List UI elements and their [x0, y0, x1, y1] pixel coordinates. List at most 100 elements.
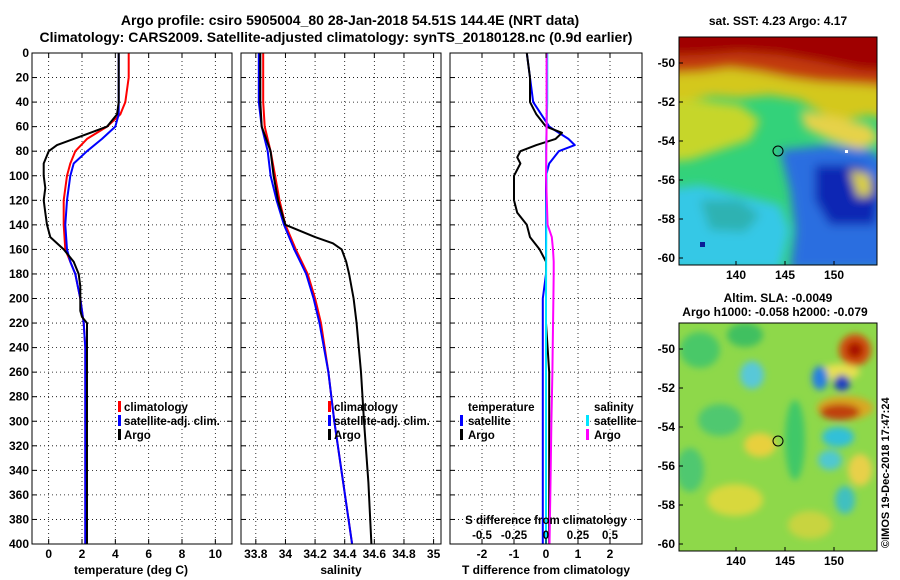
x-tick-label: 1	[575, 547, 582, 561]
legend-label: Argo	[468, 430, 495, 442]
sst-map: sat. SST: 4.23 Argo: 4.17 140 145 150 -50 -5…	[658, 14, 878, 282]
sla-profile-marker	[772, 435, 784, 447]
y-tick-label: 40	[16, 95, 30, 109]
x-tick-label: 0	[45, 547, 52, 561]
legend-swatch-s-argo	[586, 429, 589, 440]
legend-swatch-t-satellite	[460, 415, 463, 426]
top-tick-label: 0.25	[567, 530, 590, 542]
legend-swatch-s-satellite	[586, 415, 589, 426]
y-tick-label: 60	[16, 120, 30, 134]
y-tick-label: 280	[9, 390, 29, 404]
map-x-tick-label: 150	[824, 554, 844, 568]
sst-map-image	[679, 37, 877, 265]
legend-swatch-climatology	[328, 401, 331, 412]
salinity-xlabel: salinity	[320, 563, 362, 577]
y-tick-label: 360	[9, 488, 29, 502]
map-y-tick-label: -50	[658, 342, 676, 356]
difference-legend: temperature satellite Argo salinity sate…	[460, 402, 637, 442]
legend-label: satellite-adj. clim.	[334, 416, 430, 428]
x-tick-label: 0	[543, 547, 550, 561]
figure-title-line2: Climatology: CARS2009. Satellite-adjuste…	[40, 29, 633, 45]
map-y-tick-label: -58	[658, 212, 676, 226]
legend-title-salinity: salinity	[594, 402, 634, 414]
legend-label: Argo	[124, 430, 151, 442]
difference-panel: -2 -1 0 1 2 -0.5 -0.25 0 0.25 0.5	[449, 52, 643, 561]
y-tick-label: 140	[9, 218, 29, 232]
x-tick-label: 34.6	[363, 547, 387, 561]
x-tick-label: 34	[279, 547, 293, 561]
map-x-tick-label: 145	[775, 554, 795, 568]
x-tick-label: 34.4	[333, 547, 357, 561]
series-line-satellite-adj-clim-	[64, 53, 120, 544]
legend-swatch-argo	[118, 429, 121, 440]
y-tick-label: 380	[9, 512, 29, 526]
y-tick-label: 260	[9, 365, 29, 379]
salinity-legend: climatology satellite-adj. clim. Argo	[328, 401, 430, 442]
series-line-s-argo	[545, 53, 555, 545]
series-line-climatology	[262, 53, 354, 545]
sla-map-title-line2: Argo h1000: -0.058 h2000: -0.079	[682, 305, 868, 319]
temperature-panel: 0 2 4 6 8 10020406080100120140160180200220240…	[9, 46, 233, 561]
legend-swatch-climatology	[118, 401, 121, 412]
sla-map-title-line1: Altim. SLA: -0.0049	[724, 291, 833, 305]
temperature-legend: climatology satellite-adj. clim. Argo	[118, 401, 220, 442]
temperature-xlabel: temperature (deg C)	[74, 563, 188, 577]
sst-map-frame	[678, 36, 878, 266]
map-y-tick-label: -54	[658, 134, 676, 148]
legend-label: climatology	[124, 402, 189, 414]
map-x-tick-label: 140	[726, 268, 746, 282]
sla-map-axes: 140 145 150 -50 -52 -54 -56 -58 -60	[658, 342, 845, 568]
legend-label: satellite	[594, 416, 637, 428]
legend-swatch-argo	[328, 429, 331, 440]
y-tick-label: 100	[9, 169, 29, 183]
x-tick-label: -1	[509, 547, 520, 561]
map-y-tick-label: -56	[658, 459, 676, 473]
y-tick-label: 80	[16, 144, 30, 158]
map-x-tick-label: 150	[824, 268, 844, 282]
series-line-argo	[259, 53, 373, 545]
map-y-tick-label: -52	[658, 95, 676, 109]
y-tick-label: 200	[9, 292, 29, 306]
y-tick-label: 220	[9, 316, 29, 330]
y-tick-label: 160	[9, 242, 29, 256]
map-y-tick-label: -50	[658, 56, 676, 70]
map-y-tick-label: -52	[658, 381, 676, 395]
map-y-tick-label: -58	[658, 498, 676, 512]
x-tick-label: 2	[79, 547, 86, 561]
top-tick-label: 0	[543, 530, 549, 542]
x-tick-label: 8	[179, 547, 186, 561]
legend-label: Argo	[594, 430, 621, 442]
y-tick-label: 400	[9, 537, 29, 551]
legend-label: satellite	[468, 416, 511, 428]
x-tick-label: -2	[477, 547, 488, 561]
map-y-tick-label: -54	[658, 420, 676, 434]
legend-swatch-satellite	[118, 415, 121, 426]
legend-label: climatology	[334, 402, 399, 414]
salinity-panel: 33.8 34 34.2 34.4 34.6 34.8 35	[240, 52, 442, 561]
watermark: ©IMOS 19-Dec-2018 17:47:24	[880, 397, 892, 548]
y-tick-label: 0	[22, 46, 29, 60]
x-tick-label: 34.2	[303, 547, 327, 561]
y-tick-label: 340	[9, 463, 29, 477]
x-tick-label: 4	[112, 547, 119, 561]
top-tick-label: 0.5	[602, 530, 619, 542]
sst-profile-marker	[772, 145, 784, 157]
map-x-tick-label: 140	[726, 554, 746, 568]
top-tick-label: -0.25	[501, 530, 528, 542]
y-tick-label: 20	[16, 71, 30, 85]
sst-map-title: sat. SST: 4.23 Argo: 4.17	[709, 14, 848, 28]
figure-title-line1: Argo profile: csiro 5905004_80 28-Jan-20…	[121, 12, 579, 28]
map-y-tick-label: -60	[658, 251, 676, 265]
map-x-tick-label: 145	[775, 268, 795, 282]
y-tick-label: 300	[9, 414, 29, 428]
sst-map-axes: 140 145 150 -50 -52 -54 -56 -58 -60	[658, 56, 845, 282]
x-tick-label: 34.8	[392, 547, 416, 561]
s-difference-label: S difference from climatology	[465, 515, 627, 527]
x-tick-label: 6	[145, 547, 152, 561]
series-line-argo	[42, 53, 120, 544]
legend-swatch-t-argo	[460, 429, 463, 440]
y-tick-label: 240	[9, 341, 29, 355]
legend-label: satellite-adj. clim.	[124, 416, 220, 428]
sla-map: Altim. SLA: -0.0049 Argo h1000: -0.058 h…	[658, 291, 878, 568]
y-tick-label: 120	[9, 193, 29, 207]
